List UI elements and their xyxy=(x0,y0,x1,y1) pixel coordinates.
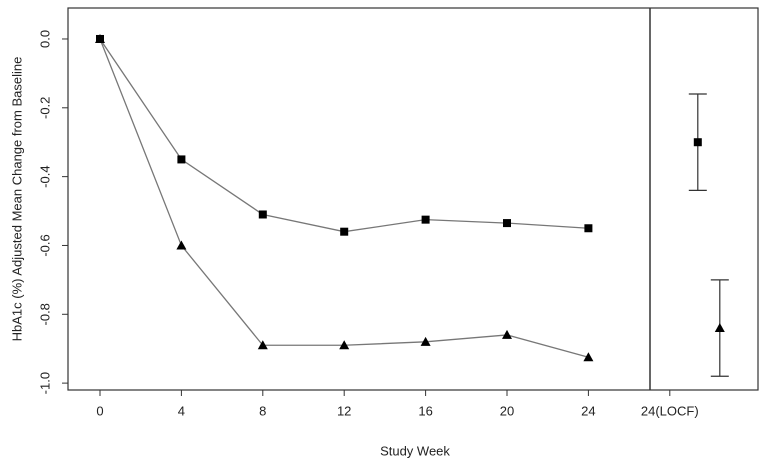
x-axis-title: Study Week xyxy=(380,443,450,458)
series-line xyxy=(99,38,589,358)
triangle-marker xyxy=(714,323,725,333)
series-line xyxy=(99,38,589,233)
triangle-marker xyxy=(339,340,350,350)
y-tick-label: 0.0 xyxy=(37,30,52,48)
square-marker xyxy=(693,138,702,147)
y-axis-title: HbA1c (%) Adjusted Mean Change from Base… xyxy=(9,57,24,342)
x-tick-label: 12 xyxy=(337,403,351,418)
x-tick-label: 24(LOCF) xyxy=(641,403,699,418)
y-tick-label: -0.2 xyxy=(37,97,52,119)
y-tick-label: -0.4 xyxy=(37,165,52,187)
triangle-marker xyxy=(95,33,105,43)
y-tick-label: -0.8 xyxy=(37,303,52,325)
x-tick-label: 0 xyxy=(96,403,103,418)
triangle-marker xyxy=(257,340,268,350)
x-tick-label: 8 xyxy=(259,403,266,418)
y-tick-label: -0.6 xyxy=(37,234,52,256)
square-marker xyxy=(258,210,267,219)
triangle-marker xyxy=(583,352,594,362)
square-marker xyxy=(503,219,511,228)
x-tick-label: 4 xyxy=(178,403,185,418)
x-tick-label: 16 xyxy=(418,403,432,418)
triangle-marker xyxy=(420,336,431,346)
triangle-marker xyxy=(502,329,512,339)
square-marker xyxy=(584,224,593,233)
triangle-marker xyxy=(176,240,187,250)
x-tick-label: 24 xyxy=(581,403,595,418)
square-marker xyxy=(340,227,349,236)
y-tick-label: -1.0 xyxy=(37,372,52,394)
x-tick-label: 20 xyxy=(500,403,514,418)
square-marker xyxy=(421,215,430,224)
plot-frame xyxy=(67,7,759,391)
square-marker xyxy=(177,155,186,164)
